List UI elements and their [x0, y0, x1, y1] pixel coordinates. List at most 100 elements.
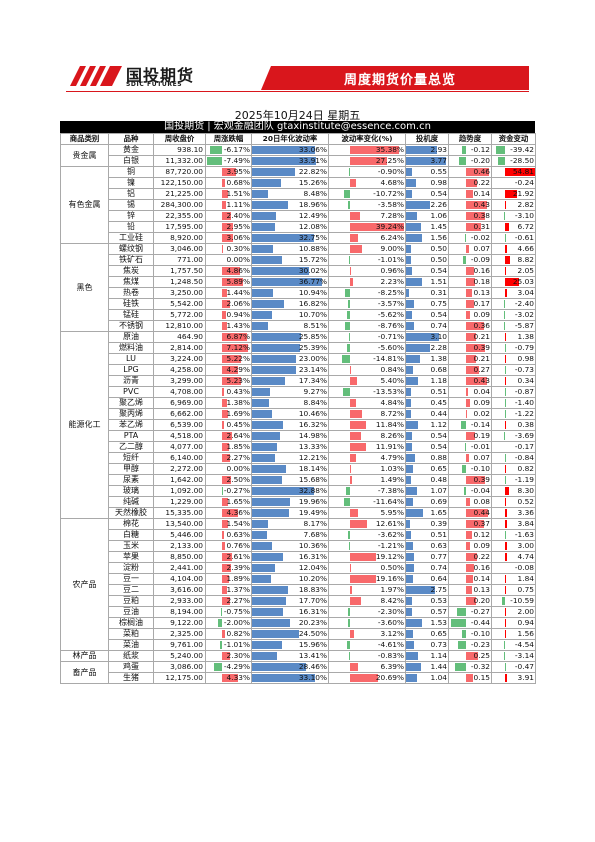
spec-bar — [406, 553, 415, 561]
trend-cell: 0.19 — [448, 430, 492, 442]
spec-bar — [406, 256, 412, 264]
change-bar — [222, 344, 248, 352]
trend-cell: 0.04 — [448, 386, 492, 398]
change-cell: 1.65% — [205, 496, 252, 508]
vol-change-cell: 11.84% — [328, 419, 406, 431]
trend-cell: -0.23 — [448, 639, 492, 651]
spec-value: 1.56 — [430, 233, 447, 243]
table-row: 聚乙烯 6,969.00 1.38% 8.84% 4.84% 0.45 0.09 -1.40 — [61, 397, 536, 409]
spec-bar — [406, 311, 412, 319]
vol20-bar — [252, 366, 296, 374]
vol20-value: 14.98% — [298, 431, 327, 441]
vol-change-cell: 0.50% — [328, 562, 406, 574]
vol20-bar — [252, 586, 288, 594]
col-header-fund: 资金变动 — [491, 133, 536, 145]
vol-change-bar — [349, 366, 351, 374]
vol-change-cell: 7.28% — [328, 210, 406, 222]
fund-bar — [504, 256, 510, 264]
trend-bar — [465, 168, 489, 176]
fund-bar — [504, 168, 535, 176]
trend-bar — [465, 355, 477, 363]
change-cell: 4.29% — [205, 364, 252, 376]
vol-change-cell: 11.91% — [328, 441, 406, 453]
fund-value: -0.84 — [514, 453, 534, 463]
trend-bar — [451, 619, 466, 627]
close-price-cell: 771.00 — [153, 254, 206, 266]
vol-change-value: 27.25% — [375, 156, 404, 166]
spec-value: 3.10 — [430, 332, 447, 342]
vol-change-value: 8.26% — [380, 431, 404, 441]
vol20-bar — [252, 641, 283, 649]
vol20-cell: 7.68% — [251, 529, 329, 541]
change-bar — [222, 168, 237, 176]
vol-change-cell: -3.58% — [328, 199, 406, 211]
name-cell: 棉花 — [108, 518, 154, 530]
spec-cell: 2.28 — [405, 342, 449, 354]
vol-change-bar — [349, 399, 357, 407]
fund-bar — [504, 311, 505, 319]
table-row: 燃料油 2,814.00 7.12% 25.39% -5.60% 2.28 0.39 -0.7… — [61, 342, 536, 354]
change-value: 0.00% — [226, 255, 250, 265]
vol-change-value: 19.16% — [375, 574, 404, 584]
close-price-cell: 1,757.50 — [153, 265, 206, 277]
vol-change-bar — [349, 443, 367, 451]
fund-bar — [503, 322, 505, 330]
fund-value: -3.69 — [514, 431, 534, 441]
vol-change-bar — [347, 641, 350, 649]
spec-bar — [406, 674, 417, 682]
vol20-bar — [252, 509, 290, 517]
vol20-bar — [252, 388, 270, 396]
table-row: 能源化工 原油 464.90 6.87% 25.85% -0.71% 3.10 0.21 1.3… — [60, 331, 536, 519]
trend-value: 0.22 — [473, 552, 490, 562]
change-value: -2.00% — [223, 618, 250, 628]
vol-change-value: 5.95% — [380, 508, 404, 518]
vol20-bar — [252, 256, 282, 264]
vol20-cell: 15.96% — [251, 639, 329, 651]
change-value: 4.36% — [226, 508, 250, 518]
name-cell: 豆一 — [108, 573, 154, 585]
trend-cell: -0.01 — [448, 441, 492, 453]
change-value: 3.95% — [226, 167, 250, 177]
spec-value: 1.65 — [430, 508, 447, 518]
vol20-bar — [252, 663, 307, 671]
change-bar — [222, 300, 230, 308]
vol20-bar — [252, 190, 269, 198]
fund-value: -0.73 — [514, 365, 534, 375]
report-date: 2025年10月24日 星期五 — [234, 109, 361, 122]
vol-change-cell: 19.16% — [328, 573, 406, 585]
vol-change-cell: 12.61% — [328, 518, 406, 530]
change-bar — [222, 586, 228, 594]
fund-bar — [504, 487, 510, 495]
table-row: 乙二醇 4,077.00 1.85% 13.33% 11.91% 0.54 -0.01 -0.… — [61, 441, 536, 453]
vol-change-bar — [349, 564, 351, 572]
vol20-value: 18.96% — [298, 200, 327, 210]
change-value: 4.29% — [226, 365, 250, 375]
vol-change-cell: -11.64% — [328, 496, 406, 508]
close-price-cell: 1,642.00 — [153, 474, 206, 486]
change-bar — [222, 454, 231, 462]
name-cell: 短纤 — [108, 452, 154, 464]
fund-value: -1.63 — [514, 530, 534, 540]
close-price-cell: 1,092.00 — [153, 485, 206, 497]
table-row: LPG 4,258.00 4.29% 23.14% 0.84% 0.68 0.27 -0.73 — [61, 364, 536, 376]
spec-value: 0.74 — [430, 563, 447, 573]
table-row: 林产品 纸浆 5,240.00 2.30% 13.41% -0.83% 1.14 0.25 -3… — [60, 650, 536, 662]
vol20-cell: 18.96% — [251, 199, 329, 211]
vol20-value: 28.46% — [298, 662, 327, 672]
spec-bar — [406, 388, 412, 396]
trend-cell: 0.15 — [448, 672, 492, 684]
fund-cell: -1.40 — [491, 397, 536, 409]
spec-value: 0.74 — [430, 321, 447, 331]
close-price-cell: 3,046.00 — [153, 243, 206, 255]
vol-change-value: 20.69% — [375, 673, 404, 683]
spec-value: 0.45 — [430, 398, 447, 408]
vol20-cell: 28.46% — [251, 661, 329, 673]
name-cell: 工业硅 — [108, 232, 154, 244]
change-value: 2.95% — [226, 222, 250, 232]
spec-bar — [406, 245, 412, 253]
change-value: 2.27% — [226, 453, 250, 463]
spec-bar — [406, 201, 430, 209]
change-bar — [222, 201, 227, 209]
vol-change-bar — [349, 509, 358, 517]
change-cell: 1.37% — [205, 584, 252, 596]
